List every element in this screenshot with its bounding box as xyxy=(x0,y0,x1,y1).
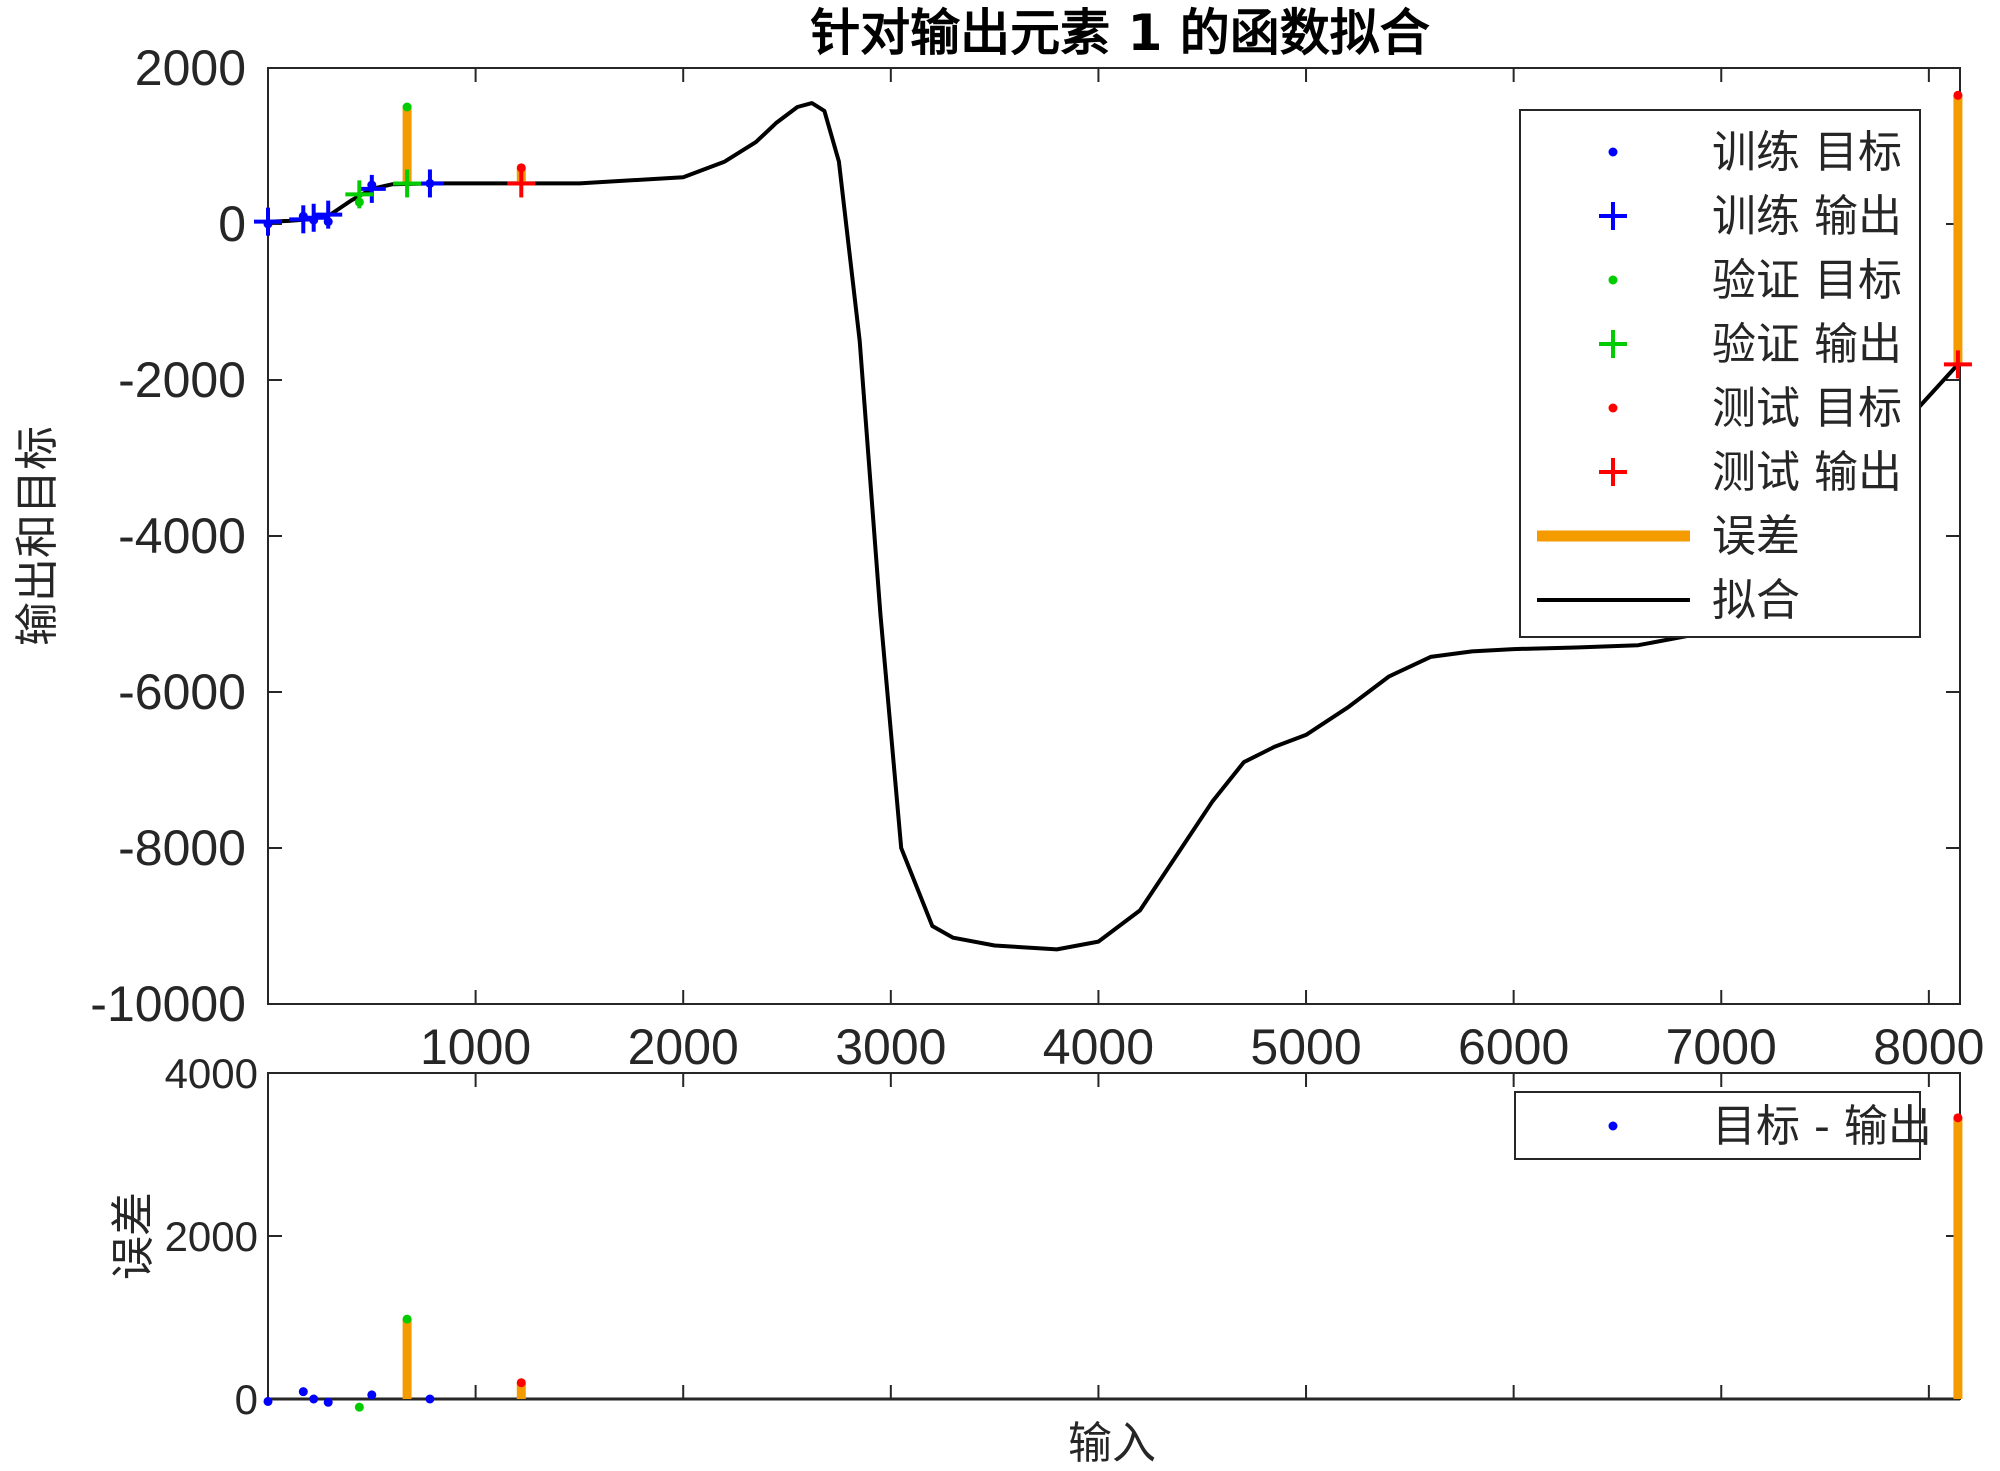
legend-plus-marker xyxy=(1599,458,1627,486)
bottom-series xyxy=(263,1113,1963,1412)
top-y-tick-label: -10000 xyxy=(90,976,246,1032)
chart-title: 针对输出元素 1 的函数拟合 xyxy=(810,4,1430,62)
legend-item: 目标 - 输出 xyxy=(1608,1101,1932,1152)
top-x-tick-label: 5000 xyxy=(1250,1019,1361,1075)
output-marker xyxy=(507,169,536,198)
legend-label: 验证 目标 xyxy=(1712,255,1902,306)
bottom-y-axis-label: 误差 xyxy=(108,1192,159,1280)
legend-item: 拟合 xyxy=(1537,575,1800,626)
error-point xyxy=(263,1396,273,1406)
target-point xyxy=(1953,90,1963,100)
top-y-ticks: -10000 -8000 -6000 -4000 -2000 0 2000 xyxy=(90,40,1960,1032)
error-point xyxy=(425,1394,435,1404)
legend-plus-marker xyxy=(1599,202,1627,230)
legend-item: 验证 输出 xyxy=(1599,319,1902,370)
top-x-tick-label: 7000 xyxy=(1666,1019,1777,1075)
top-x-ticks: 1000 2000 3000 4000 5000 6000 7000 8000 xyxy=(420,68,1984,1075)
target-point xyxy=(298,211,308,221)
legend-label: 拟合 xyxy=(1712,575,1800,626)
top-y-tick-label: -8000 xyxy=(118,820,246,876)
target-point xyxy=(323,217,333,227)
legend-label: 测试 目标 xyxy=(1712,383,1902,434)
legend-label: 目标 - 输出 xyxy=(1712,1101,1932,1152)
top-x-tick-label: 8000 xyxy=(1873,1019,1984,1075)
target-point xyxy=(367,180,377,190)
error-point xyxy=(1953,1113,1963,1123)
legend-label: 训练 目标 xyxy=(1712,127,1902,178)
top-y-tick-label: -6000 xyxy=(118,664,246,720)
error-point xyxy=(367,1390,377,1400)
legend-label: 验证 输出 xyxy=(1712,319,1902,370)
error-point xyxy=(309,1394,319,1404)
target-point xyxy=(354,197,364,207)
top-x-tick-label: 3000 xyxy=(835,1019,946,1075)
legend-item: 验证 目标 xyxy=(1608,255,1902,306)
output-marker xyxy=(1943,350,1972,379)
top-series xyxy=(254,90,1972,952)
bottom-y-tick-label: 2000 xyxy=(165,1213,258,1260)
legend-item: 训练 目标 xyxy=(1608,127,1902,178)
legend-dot-marker xyxy=(1608,147,1618,157)
target-point xyxy=(263,219,273,229)
legend-item: 误差 xyxy=(1537,511,1800,562)
bottom-x-axis-label: 输入 xyxy=(1068,1418,1156,1469)
bottom-x-ticks xyxy=(474,1073,1930,1399)
top-y-tick-label: -4000 xyxy=(118,508,246,564)
legend-label: 测试 输出 xyxy=(1712,447,1902,498)
target-point xyxy=(425,178,435,188)
legend-dot-marker xyxy=(1608,275,1618,285)
bottom-y-tick-label: 0 xyxy=(235,1376,258,1423)
top-y-axis-label: 输出和目标 xyxy=(12,426,63,646)
target-point xyxy=(309,215,319,225)
top-legend-box xyxy=(1519,109,1921,638)
top-y-tick-label: -2000 xyxy=(118,352,246,408)
output-marker xyxy=(393,169,422,198)
bottom-y-tick-label: 4000 xyxy=(165,1050,258,1097)
legend-label: 训练 输出 xyxy=(1712,191,1902,242)
top-x-tick-label: 4000 xyxy=(1043,1019,1154,1075)
top-y-tick-label: 0 xyxy=(218,196,246,252)
target-point xyxy=(516,163,526,173)
error-point xyxy=(323,1397,333,1407)
legend-item: 测试 输出 xyxy=(1599,447,1902,498)
legend-item: 测试 目标 xyxy=(1608,383,1902,434)
legend-plus-marker xyxy=(1599,330,1627,358)
error-point xyxy=(402,1314,412,1324)
error-point xyxy=(354,1402,364,1412)
legend-dot-marker xyxy=(1608,1121,1618,1131)
top-x-tick-label: 2000 xyxy=(628,1019,739,1075)
target-point xyxy=(402,102,412,112)
error-point xyxy=(516,1378,526,1388)
top-x-tick-label: 1000 xyxy=(420,1019,531,1075)
bottom-legend-box xyxy=(1514,1091,1921,1160)
legend-label: 误差 xyxy=(1712,511,1800,562)
bottom-y-ticks: 0 2000 4000 xyxy=(165,1050,1960,1423)
legend-item: 训练 输出 xyxy=(1599,191,1902,242)
bottom-legend: 目标 - 输出 xyxy=(1514,1091,1932,1160)
error-point xyxy=(298,1387,308,1397)
top-x-tick-label: 6000 xyxy=(1458,1019,1569,1075)
top-y-tick-label: 2000 xyxy=(135,40,246,96)
legend-dot-marker xyxy=(1608,403,1618,413)
